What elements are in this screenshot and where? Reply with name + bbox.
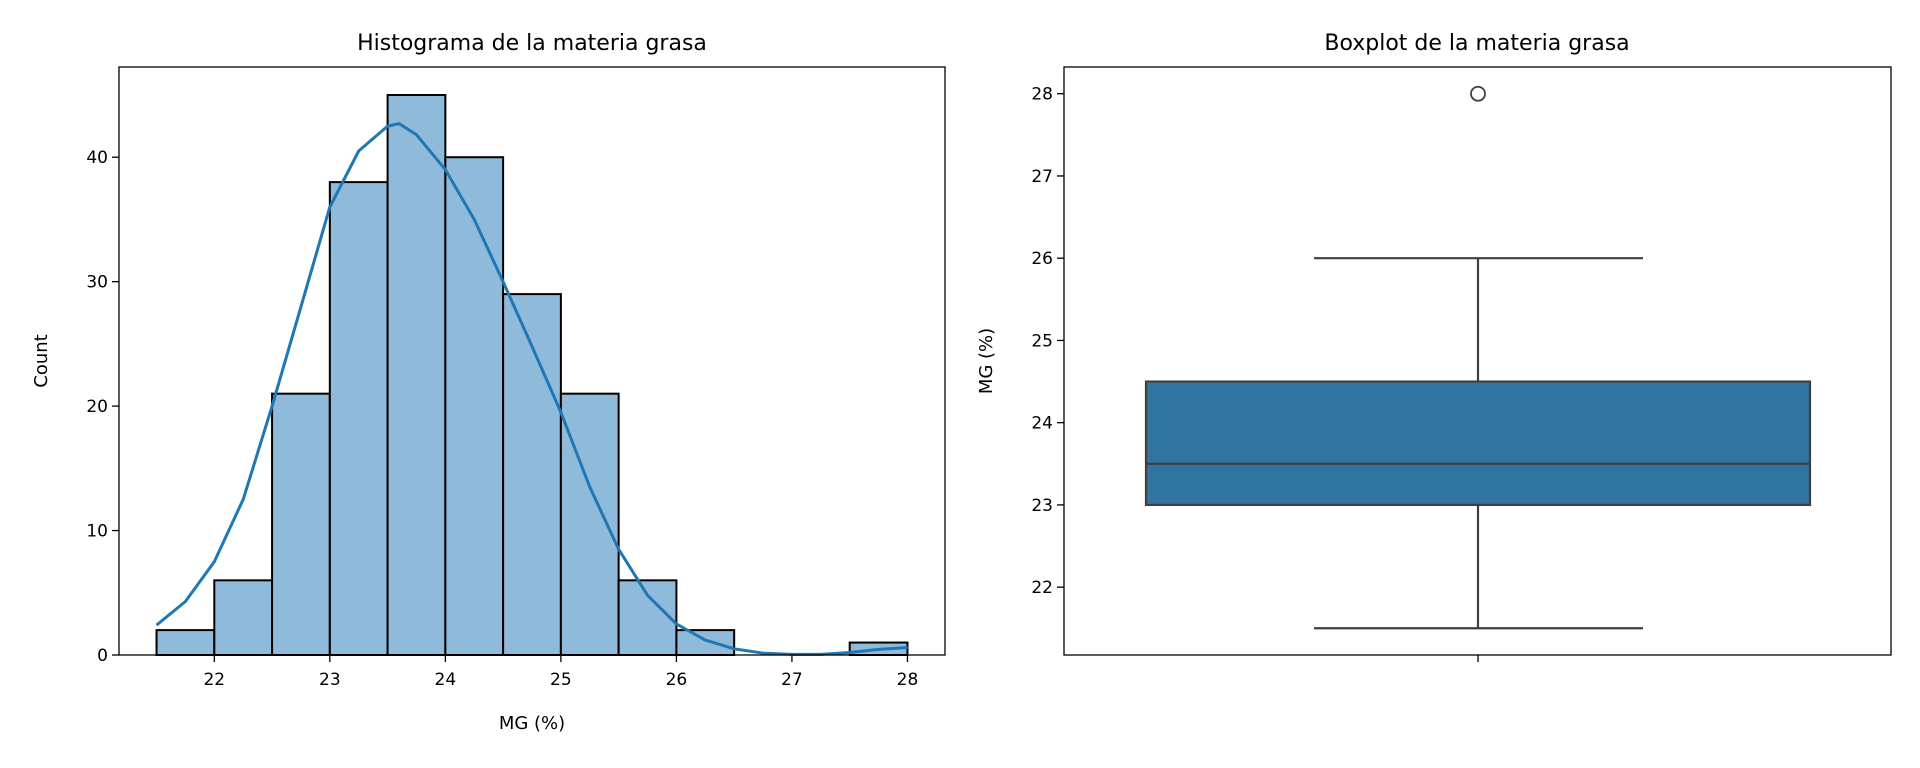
x-tick-label: 26	[666, 670, 688, 690]
y-tick-label: 20	[86, 397, 108, 417]
boxplot-axes-frame	[1063, 66, 1892, 656]
boxplot-y-axis-label: MG (%)	[976, 328, 997, 394]
histogram-bar	[155, 629, 216, 656]
x-tick-label: 22	[203, 670, 225, 690]
histogram-title: Histograma de la materia grasa	[357, 31, 707, 56]
y-tick-label: 28	[1031, 85, 1053, 105]
x-tick-label: 27	[781, 670, 803, 690]
y-tick-label: 24	[1031, 414, 1053, 434]
x-tick-label: 25	[550, 670, 572, 690]
x-tick-label: 23	[319, 670, 341, 690]
histogram-axes-frame	[118, 66, 946, 656]
y-tick-label: 10	[86, 522, 108, 542]
histogram-x-axis-label: MG (%)	[499, 713, 565, 734]
histogram-bar	[617, 579, 678, 656]
histogram-chart: Histograma de la materia grasa 22 23 24 25 2…	[31, 31, 946, 734]
y-tick-label: 23	[1031, 496, 1053, 516]
boxplot-title: Boxplot de la materia grasa	[1324, 31, 1629, 56]
outlier-point	[1470, 85, 1486, 102]
histogram-bar	[444, 156, 505, 656]
histogram-bar	[328, 181, 389, 656]
box-iqr	[1144, 380, 1812, 507]
y-tick-label: 0	[97, 646, 108, 666]
histogram-bar	[386, 94, 447, 656]
y-tick-label: 30	[86, 273, 108, 293]
y-tick-label: 27	[1031, 167, 1053, 187]
histogram-bar	[213, 579, 274, 656]
x-tick-label: 28	[897, 670, 919, 690]
y-tick-label: 40	[86, 148, 108, 168]
y-tick-label: 25	[1031, 331, 1053, 351]
y-tick-label: 26	[1031, 249, 1053, 269]
histogram-bar	[675, 629, 736, 656]
y-tick-label: 22	[1031, 578, 1053, 598]
histogram-bar	[502, 293, 562, 656]
x-tick-label: 24	[435, 670, 457, 690]
histogram-y-axis-label: Count	[31, 334, 52, 387]
histogram-bar	[271, 392, 331, 656]
kde-line	[155, 122, 908, 656]
boxplot-chart: Boxplot de la materia grasa 22 23 24 25 26 27…	[976, 31, 1892, 662]
